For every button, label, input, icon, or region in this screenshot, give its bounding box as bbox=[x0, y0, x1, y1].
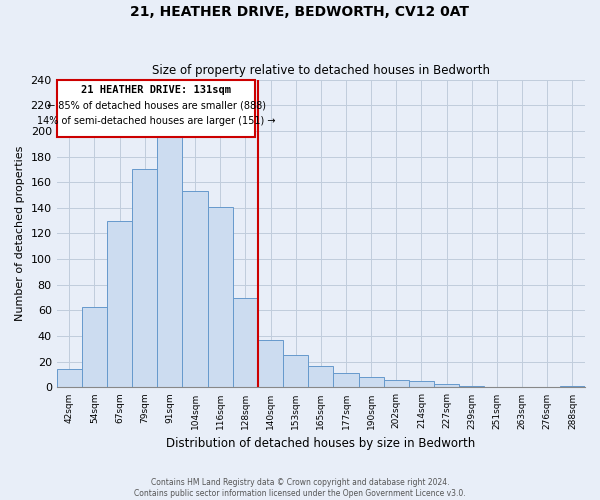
Bar bbox=[82, 306, 107, 388]
FancyBboxPatch shape bbox=[56, 80, 256, 138]
Bar bbox=[560, 386, 585, 388]
Bar bbox=[107, 220, 132, 388]
X-axis label: Distribution of detached houses by size in Bedworth: Distribution of detached houses by size … bbox=[166, 437, 475, 450]
Y-axis label: Number of detached properties: Number of detached properties bbox=[15, 146, 25, 321]
Text: 21, HEATHER DRIVE, BEDWORTH, CV12 0AT: 21, HEATHER DRIVE, BEDWORTH, CV12 0AT bbox=[131, 5, 470, 19]
Text: ← 85% of detached houses are smaller (888): ← 85% of detached houses are smaller (88… bbox=[47, 100, 266, 110]
Bar bbox=[208, 206, 233, 388]
Bar bbox=[56, 370, 82, 388]
Bar bbox=[308, 366, 334, 388]
Text: 21 HEATHER DRIVE: 131sqm: 21 HEATHER DRIVE: 131sqm bbox=[81, 85, 231, 95]
Bar bbox=[233, 298, 258, 388]
Bar bbox=[258, 340, 283, 388]
Bar bbox=[182, 191, 208, 388]
Title: Size of property relative to detached houses in Bedworth: Size of property relative to detached ho… bbox=[152, 64, 490, 77]
Bar bbox=[157, 131, 182, 388]
Bar bbox=[359, 377, 384, 388]
Bar bbox=[334, 374, 359, 388]
Bar bbox=[132, 170, 157, 388]
Text: 14% of semi-detached houses are larger (151) →: 14% of semi-detached houses are larger (… bbox=[37, 116, 275, 126]
Bar bbox=[434, 384, 459, 388]
Bar bbox=[283, 356, 308, 388]
Bar bbox=[459, 386, 484, 388]
Bar bbox=[409, 381, 434, 388]
Bar bbox=[384, 380, 409, 388]
Text: Contains HM Land Registry data © Crown copyright and database right 2024.
Contai: Contains HM Land Registry data © Crown c… bbox=[134, 478, 466, 498]
